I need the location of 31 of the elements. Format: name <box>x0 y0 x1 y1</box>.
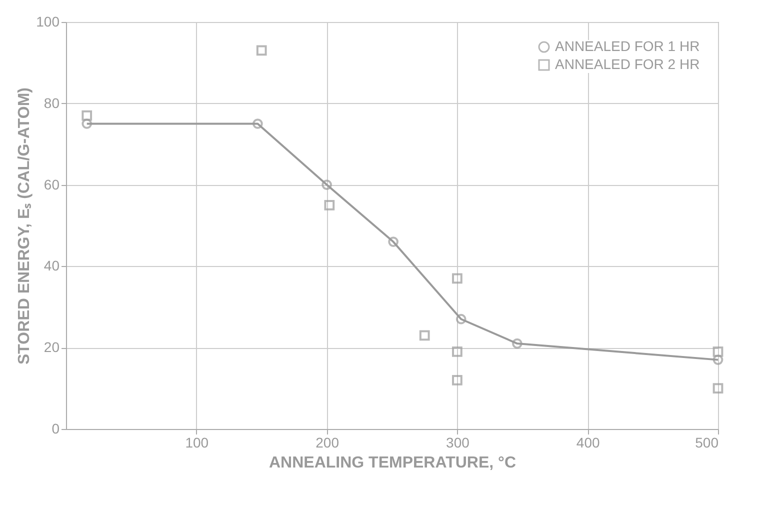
x-tick-label: 400 <box>576 434 600 450</box>
point <box>712 383 724 394</box>
point <box>252 118 263 129</box>
y-tick-label: 100 <box>36 14 60 30</box>
x-tick-label: 500 <box>695 434 719 450</box>
point <box>452 374 462 386</box>
point <box>512 338 522 349</box>
y-tick-label: 80 <box>44 94 60 111</box>
point <box>324 200 335 210</box>
point <box>322 180 332 190</box>
x-axis-title: ANNEALING TEMPERATURE, °C <box>269 454 516 472</box>
y-tick-label: 0 <box>52 420 60 436</box>
point <box>82 110 92 121</box>
point <box>82 118 92 129</box>
point <box>712 354 724 365</box>
legend-label: ANNEALED FOR 1 HR <box>555 38 700 54</box>
y-tick-label: 20 <box>44 339 60 356</box>
point <box>388 236 398 247</box>
point <box>452 273 462 284</box>
point <box>712 346 724 357</box>
x-tick-label: 100 <box>185 434 209 450</box>
point <box>256 45 267 56</box>
point <box>419 330 430 341</box>
point <box>456 314 466 324</box>
y-axis-title: STORED ENERGY, Eₛ (CAL/G-ATOM) <box>16 87 34 365</box>
y-tick-label: 40 <box>44 258 60 274</box>
legend-label: ANNEALED FOR 2 HR <box>555 56 700 72</box>
y-tick-label: 60 <box>44 176 60 192</box>
point <box>452 346 462 357</box>
x-tick-label: 300 <box>446 434 470 450</box>
x-tick-label: 200 <box>316 434 340 450</box>
